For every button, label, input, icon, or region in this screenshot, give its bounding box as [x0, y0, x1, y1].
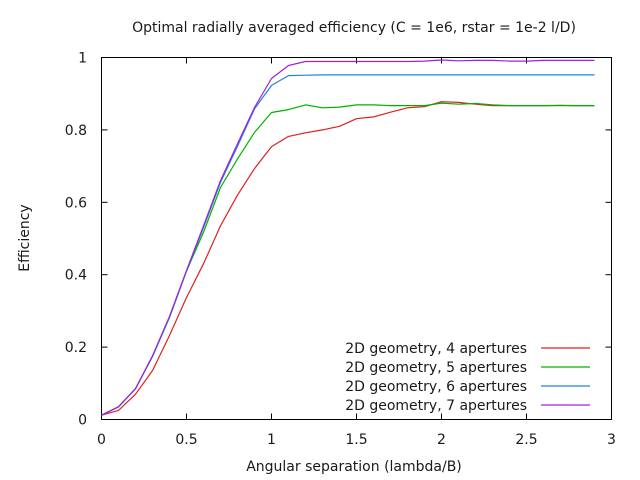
- series-lines: [101, 59, 595, 416]
- legend-label: 2D geometry, 6 apertures: [345, 379, 527, 395]
- x-tick-label: 0: [97, 432, 106, 448]
- y-tick-label: 0.6: [65, 195, 87, 211]
- x-tick-label: 2.5: [515, 432, 537, 448]
- x-tick-label: 1: [267, 432, 276, 448]
- legend-label: 2D geometry, 4 apertures: [345, 341, 527, 357]
- y-axis-label: Efficiency: [17, 204, 33, 271]
- series-line-7-apertures: [101, 59, 595, 416]
- x-tick-label: 3: [607, 432, 616, 448]
- legend: 2D geometry, 4 apertures 2D geometry, 5 a…: [345, 341, 590, 414]
- y-tick-label: 1: [78, 51, 87, 67]
- x-tick-label: 1.5: [345, 432, 367, 448]
- chart-title: Optimal radially averaged efficiency (C …: [132, 20, 576, 36]
- y-tick-label: 0.2: [65, 340, 87, 356]
- x-axis: 0 0.5 1 1.5 2 2.5 3: [97, 57, 616, 448]
- y-tick-label: 0.8: [65, 123, 87, 139]
- legend-label: 2D geometry, 7 apertures: [345, 398, 527, 414]
- y-axis: 0 0.2 0.4 0.6 0.8 1: [65, 51, 612, 429]
- x-tick-label: 2: [437, 432, 446, 448]
- x-tick-label: 0.5: [175, 432, 197, 448]
- legend-label: 2D geometry, 5 apertures: [345, 360, 527, 376]
- x-axis-label: Angular separation (lambda/B): [246, 459, 462, 475]
- y-tick-label: 0: [78, 413, 87, 429]
- y-tick-label: 0.4: [65, 268, 87, 284]
